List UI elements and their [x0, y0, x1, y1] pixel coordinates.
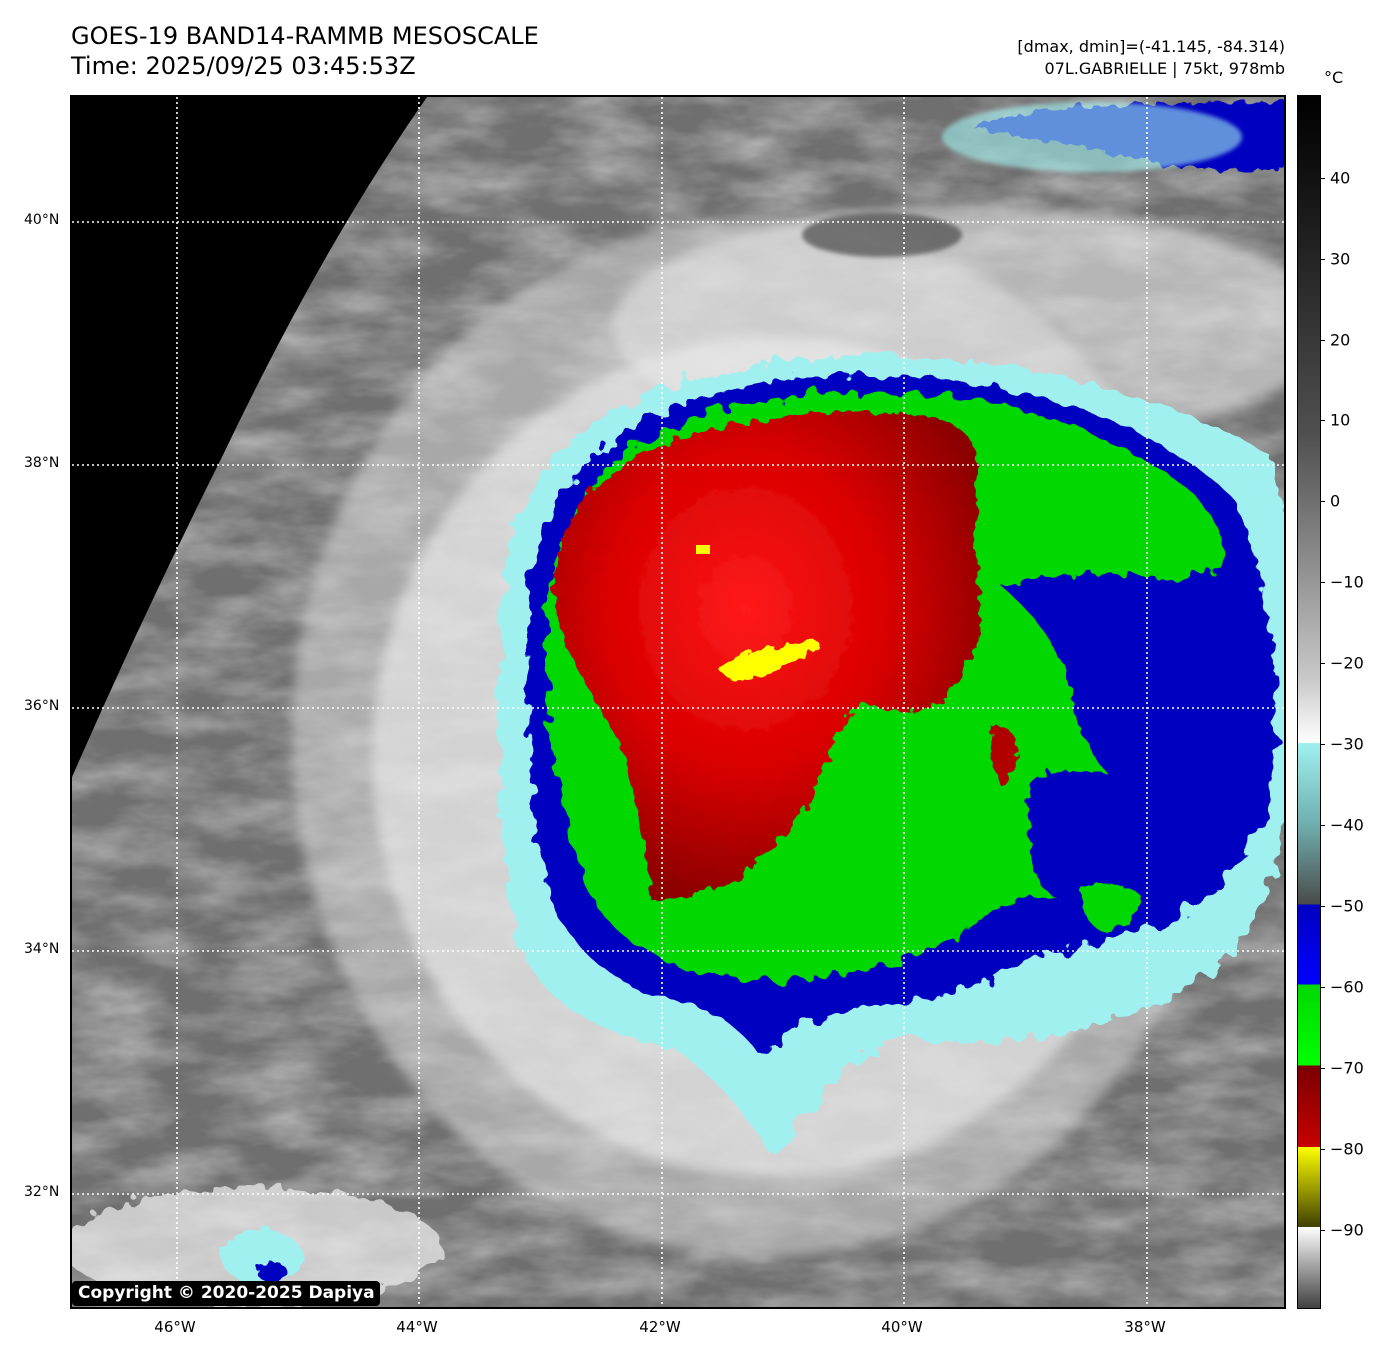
colorbar-tick — [1321, 744, 1325, 745]
satellite-ir-map — [70, 95, 1286, 1309]
colorbar-label-minus80: −80 — [1330, 1139, 1364, 1159]
colorbar-tick — [1321, 420, 1325, 421]
colorbar-label-10: 10 — [1330, 410, 1351, 430]
colorbar-tick — [1321, 178, 1325, 179]
colorbar-tick — [1321, 906, 1325, 907]
red-spot-east — [990, 726, 1017, 787]
yellow-spot-north — [696, 545, 710, 554]
cloud-hole — [802, 213, 962, 257]
space-region — [72, 97, 427, 777]
colorbar-unit: °C — [1324, 68, 1344, 87]
colorbar-tick — [1321, 663, 1325, 664]
copyright-badge: Copyright © 2020-2025 Dapiya — [72, 1281, 380, 1306]
colorbar-label-minus90: −90 — [1330, 1220, 1364, 1240]
lat-label-34n: 34°N — [24, 941, 60, 957]
colorbar-label-minus20: −20 — [1330, 653, 1364, 673]
colorbar-tick — [1321, 987, 1325, 988]
blue-patch-southeast — [1028, 770, 1160, 914]
colorbar-tick — [1321, 340, 1325, 341]
colorbar-label-minus40: −40 — [1330, 815, 1364, 835]
colorbar-tick — [1321, 501, 1325, 502]
lon-label-40w: 40°W — [881, 1318, 923, 1336]
lon-label-46w: 46°W — [154, 1318, 196, 1336]
lat-label-32n: 32°N — [24, 1184, 60, 1200]
lon-label-38w: 38°W — [1124, 1318, 1166, 1336]
observation-time: Time: 2025/09/25 03:45:53Z — [71, 52, 416, 80]
colorbar-label-minus10: −10 — [1330, 572, 1364, 592]
lon-label-42w: 42°W — [639, 1318, 681, 1336]
colorbar-tick — [1321, 1230, 1325, 1231]
graticule — [72, 97, 1284, 1307]
yellow-cluster — [720, 640, 820, 678]
lat-label-40n: 40°N — [24, 212, 60, 228]
colorbar-tick — [1321, 1149, 1325, 1150]
colorbar-label-0: 0 — [1330, 491, 1341, 511]
product-title: GOES-19 BAND14-RAMMB MESOSCALE — [71, 22, 539, 50]
colorbar-label-minus30: −30 — [1330, 734, 1364, 754]
colorbar-tick — [1321, 1068, 1325, 1069]
colorbar-label-minus50: −50 — [1330, 896, 1364, 916]
colorbar-label-minus60: −60 — [1330, 977, 1364, 997]
ir-imagery — [72, 97, 1284, 1307]
lat-label-38n: 38°N — [24, 455, 60, 471]
green-patch-southeast — [1081, 883, 1142, 932]
lon-label-44w: 44°W — [396, 1318, 438, 1336]
colorbar-tick — [1321, 259, 1325, 260]
colorbar-label-20: 20 — [1330, 330, 1351, 350]
storm-info: 07L.GABRIELLE | 75kt, 978mb — [1044, 59, 1285, 78]
colorbar-label-40: 40 — [1330, 168, 1351, 188]
cloud-top-northeast-edge — [942, 102, 1242, 172]
colorbar-label-minus70: −70 — [1330, 1058, 1364, 1078]
cloud-southwest-core — [257, 1262, 287, 1282]
dmax-dmin-readout: [dmax, dmin]=(-41.145, -84.314) — [1017, 37, 1285, 56]
colorbar-tick — [1321, 582, 1325, 583]
lat-label-36n: 36°N — [24, 698, 60, 714]
colorbar-label-30: 30 — [1330, 249, 1351, 269]
blue-patch-east — [1002, 573, 1274, 805]
colorbar-tick — [1321, 825, 1325, 826]
temperature-colorbar — [1297, 95, 1321, 1309]
